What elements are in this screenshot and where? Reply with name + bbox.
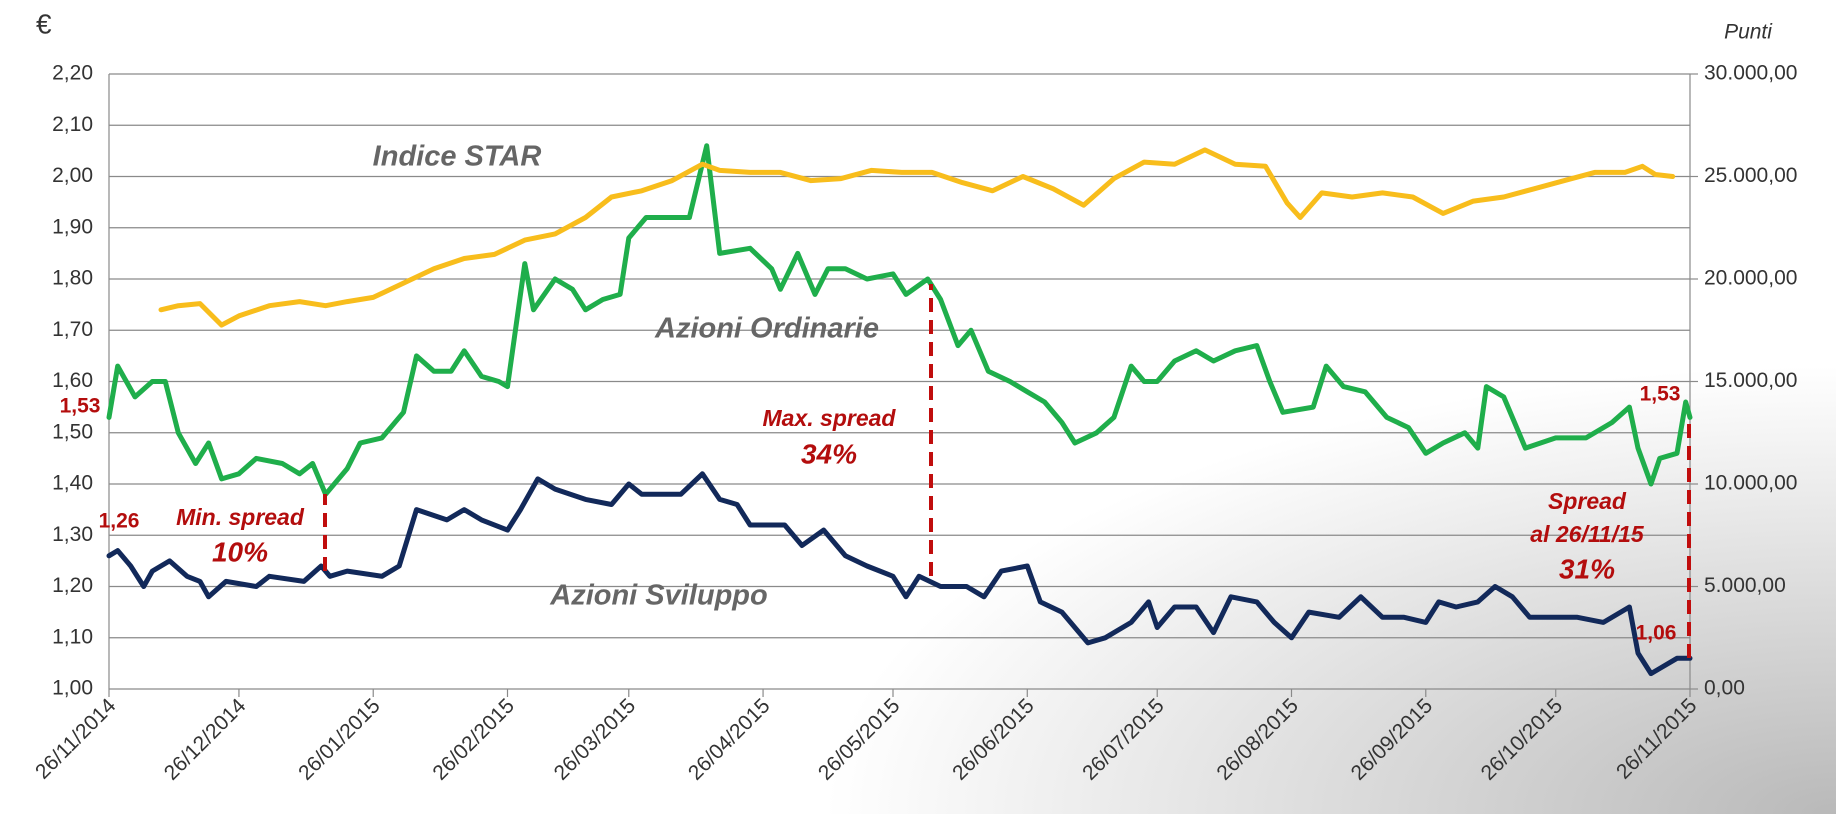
y2-tick-label: 15.000,00 <box>1704 369 1797 392</box>
y2-tick-label: 10.000,00 <box>1704 472 1797 495</box>
annotation: 34% <box>801 438 857 469</box>
lines <box>106 143 1693 677</box>
y-tick-label: 1,20 <box>52 574 93 597</box>
y-tick-label: 1,70 <box>52 318 93 341</box>
series-label: Indice STAR <box>373 141 542 173</box>
annotation: 10% <box>212 536 268 567</box>
y-tick-label: 1,30 <box>52 523 93 546</box>
y-tick-label: 2,10 <box>52 113 93 136</box>
y2-unit: Punti <box>1724 21 1773 44</box>
annotation: al 26/11/15 <box>1530 521 1645 547</box>
y2-tick-label: 0,00 <box>1704 677 1745 700</box>
y-tick-label: 1,50 <box>52 420 93 443</box>
series-line <box>106 471 1693 677</box>
series-line <box>106 143 1693 497</box>
y2-tick-label: 25.000,00 <box>1704 164 1797 187</box>
y-tick-label: 1,10 <box>52 625 93 648</box>
annotation: 1,53 <box>60 395 101 418</box>
series-line <box>158 147 1676 328</box>
annotation: 1,26 <box>99 510 140 533</box>
y-tick-label: 2,00 <box>52 164 93 187</box>
y2-tick-label: 30.000,00 <box>1704 62 1797 85</box>
series-label: Azioni Ordinarie <box>654 313 879 345</box>
annotation: 1,06 <box>1636 622 1677 645</box>
y2-tick-label: 5.000,00 <box>1704 574 1786 597</box>
annotation: Max. spread <box>763 405 897 431</box>
y-tick-label: 1,40 <box>52 472 93 495</box>
annotation: 1,53 <box>1640 383 1681 406</box>
y-unit: € <box>36 8 52 39</box>
annotation: Min. spread <box>176 504 305 530</box>
annotation: Spread <box>1548 488 1627 514</box>
y-tick-label: 1,60 <box>52 369 93 392</box>
y2-tick-label: 20.000,00 <box>1704 267 1797 290</box>
y-tick-label: 2,20 <box>52 62 93 85</box>
annotation: 31% <box>1559 553 1615 584</box>
y-tick-label: 1,90 <box>52 215 93 238</box>
y-tick-label: 1,00 <box>52 677 93 700</box>
series-label: Azioni Sviluppo <box>549 580 768 612</box>
y-tick-label: 1,80 <box>52 267 93 290</box>
